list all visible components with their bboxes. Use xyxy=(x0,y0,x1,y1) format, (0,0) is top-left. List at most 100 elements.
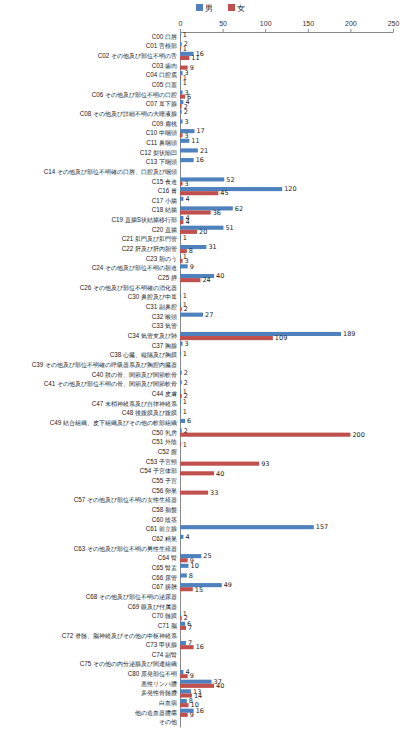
tick: C17 小腸 xyxy=(152,197,180,204)
chart: 050100150200250C00 口唇C01 舌根部C02 その他及び部位不… xyxy=(0,0,400,731)
tick-label: 150 xyxy=(302,20,314,27)
tick-mark xyxy=(180,29,181,32)
tick: C22 肝及び肝内胆管 xyxy=(122,245,180,252)
category-label: C51 外陰 xyxy=(152,438,177,445)
tick: C68 その他及び部位不明の泌尿器 xyxy=(86,593,180,601)
tick: C62 精巣 xyxy=(152,535,180,542)
bar xyxy=(180,564,189,568)
axis-line xyxy=(181,32,394,33)
tick: C13 下咽頭 xyxy=(146,158,180,165)
category-label: C55 子宮 xyxy=(152,477,177,484)
bar xyxy=(180,680,212,684)
tick: 50 xyxy=(219,20,227,32)
category-label: 悪性リンパ腫 xyxy=(140,680,177,687)
bar xyxy=(180,641,186,645)
data-label: 51 xyxy=(225,224,233,232)
tick: C48 後腹膜及び腹膜 xyxy=(122,409,180,416)
bar xyxy=(180,699,187,703)
tick: C47 末梢神経系及び自律神経系 xyxy=(92,400,180,407)
tick: C63 その他及び部位不明の男性生殖器 xyxy=(74,545,180,553)
bars xyxy=(180,32,350,716)
bar xyxy=(180,400,181,404)
data-label: 2 xyxy=(184,379,188,387)
legend: 男女 xyxy=(196,4,245,13)
tick: C65 腎盂 xyxy=(152,564,180,571)
data-label: 2 xyxy=(184,103,188,111)
data-label: 24 xyxy=(202,276,210,284)
bar xyxy=(180,90,183,94)
bar xyxy=(180,293,181,297)
legend-item: 男 xyxy=(196,4,213,13)
bar xyxy=(180,75,181,79)
tick-label: 0 xyxy=(179,20,183,27)
bar xyxy=(180,689,191,693)
tick: C39 その他及び部位不明確の呼吸器系及び胸腔内臓器 xyxy=(32,361,180,369)
data-label: 40 xyxy=(216,272,224,280)
tick: C06 その他及び部位不明の口腔 xyxy=(92,91,180,99)
tick: C31 副鼻腔 xyxy=(146,303,180,310)
category-label: C10 中咽頭 xyxy=(146,129,177,136)
data-label: 3 xyxy=(185,132,189,140)
tick: C30 鼻腔及び中耳 xyxy=(128,293,180,300)
bar xyxy=(180,307,182,311)
legend-label: 男 xyxy=(205,4,213,13)
bar xyxy=(180,220,183,224)
legend-item: 女 xyxy=(228,4,245,13)
data-label: 15 xyxy=(195,586,203,594)
bar xyxy=(180,429,182,433)
bar xyxy=(180,255,181,259)
category-label: C02 その他及び部位不明の舌 xyxy=(98,52,177,60)
bar xyxy=(180,148,198,152)
data-label: 9 xyxy=(190,64,194,72)
bar xyxy=(180,587,193,591)
tick: C60 陰茎 xyxy=(152,516,180,523)
bar xyxy=(180,119,183,123)
tick: 100 xyxy=(260,20,272,32)
tick: C10 中咽頭 xyxy=(146,129,180,136)
category-label: C05 口蓋 xyxy=(152,81,177,88)
bar xyxy=(180,206,233,210)
bar xyxy=(180,351,181,355)
tick: C34 気管支及び肺 xyxy=(128,332,180,339)
tick: C26 その他及び部位不明確の消化器 xyxy=(80,284,180,292)
tick: C73 甲状腺 xyxy=(146,641,180,648)
tick: C04 口腔底 xyxy=(146,71,180,78)
bar xyxy=(180,394,182,398)
data-label: 189 xyxy=(343,330,355,338)
data-label: 6 xyxy=(187,93,191,101)
data-label: 52 xyxy=(226,176,234,184)
tick: C25 膵 xyxy=(158,274,180,281)
tick-mark xyxy=(350,29,351,32)
data-label: 33 xyxy=(210,489,218,497)
tick: C14 その他及び部位不明確の口唇、口腔及び咽頭 xyxy=(44,168,180,176)
category-label: C63 その他及び部位不明の男性生殖器 xyxy=(74,545,177,553)
category-label: C23 胆のう xyxy=(146,255,177,263)
bar xyxy=(180,32,181,36)
y-axis: C00 口唇C01 舌根部C02 その他及び部位不明の舌C03 歯肉C04 口腔… xyxy=(32,33,181,728)
bar xyxy=(180,371,182,375)
tick: C71 脳 xyxy=(158,622,180,629)
bar xyxy=(180,104,182,108)
category-label: C65 腎盂 xyxy=(152,564,177,571)
category-label: C71 脳 xyxy=(158,622,177,629)
tick: C24 その他及び部位不明の胆道 xyxy=(92,264,180,272)
legend-label: 女 xyxy=(237,4,245,13)
category-label: C74 副腎 xyxy=(152,651,177,658)
data-label: 7 xyxy=(188,624,192,632)
category-label: C62 精巣 xyxy=(152,535,177,542)
bar xyxy=(180,471,214,475)
category-label: C75 その他の内分泌腺及び関連組織 xyxy=(80,660,177,668)
bar xyxy=(180,462,259,466)
category-label: C68 その他及び部位不明の泌尿器 xyxy=(86,593,177,601)
data-label: 109 xyxy=(275,334,287,342)
data-label: 17 xyxy=(196,127,204,135)
bar xyxy=(180,491,208,495)
bar xyxy=(180,332,341,336)
tick: C03 歯肉 xyxy=(152,62,180,69)
tick: C75 その他の内分泌腺及び関連組織 xyxy=(80,660,180,668)
data-label: 6 xyxy=(187,417,191,425)
tick: 悪性リンパ腫 xyxy=(140,680,180,687)
data-label: 45 xyxy=(220,189,228,197)
tick: C18 結腸 xyxy=(152,206,180,213)
category-label: 白血病 xyxy=(159,699,177,706)
